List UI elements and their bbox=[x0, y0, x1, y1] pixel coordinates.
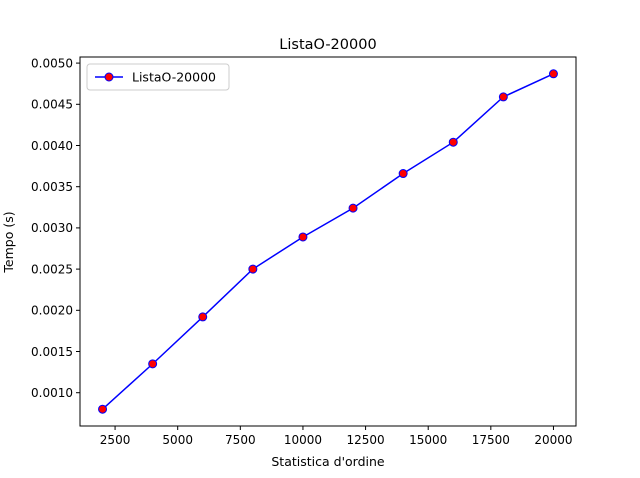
x-tick-label: 15000 bbox=[409, 433, 447, 447]
data-point bbox=[298, 232, 308, 242]
series-line bbox=[102, 73, 554, 410]
data-point bbox=[348, 203, 358, 213]
x-tick-label: 5000 bbox=[162, 433, 193, 447]
legend-marker-swatch bbox=[104, 72, 114, 82]
data-point bbox=[398, 169, 408, 179]
legend-entry-label: ListaO-20000 bbox=[132, 70, 216, 85]
y-tick-label: 0.0025 bbox=[31, 262, 73, 276]
data-point bbox=[498, 92, 508, 102]
y-tick-label: 0.0010 bbox=[31, 386, 73, 400]
series-layer bbox=[98, 69, 558, 414]
y-tick-label: 0.0050 bbox=[31, 56, 73, 70]
data-point bbox=[548, 69, 558, 79]
y-tick-label: 0.0040 bbox=[31, 139, 73, 153]
chart-title: ListaO-20000 bbox=[279, 37, 376, 53]
data-point bbox=[98, 404, 108, 414]
y-axis-label: Tempo (s) bbox=[1, 211, 16, 273]
x-tick-label: 17500 bbox=[472, 433, 510, 447]
y-tick-label: 0.0015 bbox=[31, 345, 73, 359]
x-axis: 2500 5000 7500 10000 12500 15000 17500 20000 bbox=[100, 426, 573, 447]
data-point bbox=[148, 359, 158, 369]
y-tick-label: 0.0020 bbox=[31, 304, 73, 318]
x-tick-label: 12500 bbox=[346, 433, 384, 447]
y-tick-label: 0.0030 bbox=[31, 221, 73, 235]
x-tick-label: 10000 bbox=[284, 433, 322, 447]
data-point bbox=[198, 312, 208, 322]
x-axis-label: Statistica d'ordine bbox=[271, 454, 385, 469]
legend-box bbox=[86, 63, 230, 91]
y-tick-label: 0.0035 bbox=[31, 180, 73, 194]
plot-frame bbox=[79, 56, 577, 427]
x-tick-label: 2500 bbox=[100, 433, 131, 447]
plot-area bbox=[79, 56, 577, 427]
legend: ListaO-20000 bbox=[86, 63, 230, 91]
data-point bbox=[248, 264, 258, 274]
y-tick-label: 0.0045 bbox=[31, 98, 73, 112]
x-tick-label: 20000 bbox=[534, 433, 572, 447]
x-tick-label: 7500 bbox=[225, 433, 256, 447]
data-point bbox=[448, 137, 458, 147]
y-axis: 0.0010 0.0015 0.0020 0.0025 0.0030 0.0035 0.00… bbox=[31, 56, 80, 400]
